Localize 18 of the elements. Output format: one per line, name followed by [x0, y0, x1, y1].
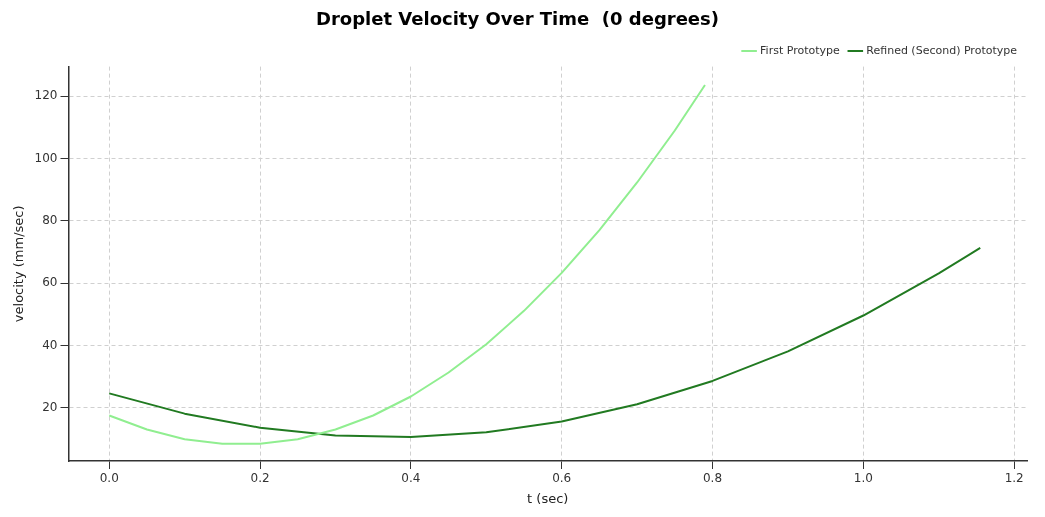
x-tick-label: 0.4	[401, 471, 421, 486]
y-tick-label: 80	[42, 212, 58, 227]
y-tick-label: 40	[42, 337, 58, 352]
x-tick-label: 0.0	[99, 471, 119, 486]
x-axis-title: t (sec)	[527, 490, 569, 506]
chart-title: Droplet Velocity Over Time (0 degrees)	[315, 8, 720, 30]
x-tick-label: 0.6	[552, 471, 572, 486]
x-tick-label: 1.2	[1004, 471, 1024, 486]
y-axis-title: velocity (mm/sec)	[11, 205, 27, 323]
x-tick-label: 0.8	[702, 471, 723, 486]
y-tick-label: 60	[42, 275, 58, 290]
y-tick-label: 20	[42, 399, 58, 414]
legend-label: First Prototype	[760, 43, 841, 57]
x-tick-label: 0.2	[250, 471, 270, 486]
x-tick-label: 1.0	[853, 471, 873, 486]
legend-label: Refined (Second) Prototype	[866, 43, 1018, 57]
y-tick-label: 100	[34, 150, 58, 165]
y-tick-label: 120	[34, 88, 58, 103]
